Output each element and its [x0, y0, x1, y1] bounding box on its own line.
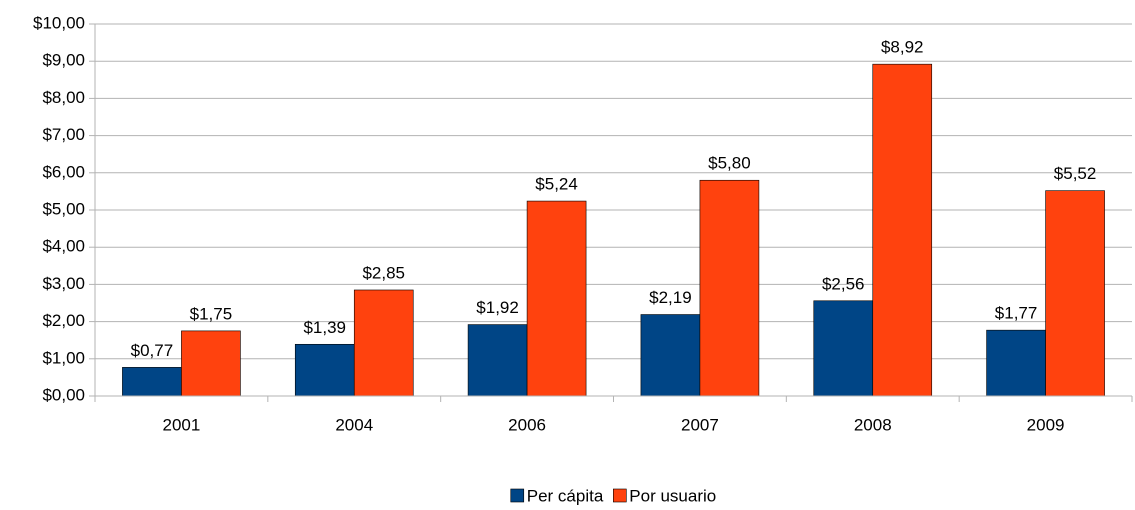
bar — [986, 329, 1046, 397]
data-label: $0,77 — [131, 341, 174, 360]
bar — [526, 200, 587, 397]
data-label: $1,77 — [995, 304, 1038, 323]
y-tick-label: $10,00 — [33, 13, 85, 32]
y-tick-label: $0,00 — [42, 385, 85, 404]
y-tick-label: $2,00 — [42, 311, 85, 330]
y-tick-label: $9,00 — [42, 51, 85, 70]
y-tick-label: $4,00 — [42, 237, 85, 256]
legend-swatch — [613, 488, 627, 503]
bar — [353, 289, 414, 397]
bar — [1045, 190, 1105, 397]
bar — [122, 367, 182, 397]
data-label: $8,92 — [881, 38, 924, 57]
data-label: $1,75 — [190, 304, 233, 323]
y-tick-label: $1,00 — [42, 348, 85, 367]
x-tick-label: 2004 — [335, 415, 373, 434]
legend-label: Por usuario — [629, 486, 716, 505]
data-label: $5,80 — [708, 154, 751, 173]
data-label: $2,56 — [822, 274, 865, 293]
y-tick-label: $5,00 — [42, 199, 85, 218]
legend: Per cápita Por usuario — [510, 486, 716, 505]
bar — [294, 343, 355, 397]
y-tick-label: $6,00 — [42, 162, 85, 181]
data-label: $5,24 — [535, 175, 578, 194]
data-label: $2,19 — [649, 288, 692, 307]
bar — [813, 300, 874, 397]
bar — [467, 324, 528, 397]
bar — [181, 330, 241, 397]
x-tick-label: 2009 — [1027, 415, 1065, 434]
data-label: $5,52 — [1054, 164, 1097, 183]
y-tick-label: $7,00 — [42, 125, 85, 144]
bar — [872, 63, 933, 397]
y-tick-label: $8,00 — [42, 88, 85, 107]
x-tick-label: 2001 — [163, 415, 201, 434]
legend-swatch — [510, 488, 525, 503]
data-label: $2,85 — [362, 263, 405, 282]
bar — [699, 179, 760, 397]
x-tick-label: 2006 — [508, 415, 546, 434]
y-tick-label: $3,00 — [42, 274, 85, 293]
data-label: $1,92 — [476, 298, 519, 317]
x-tick-label: 2007 — [681, 415, 719, 434]
x-tick-label: 2008 — [854, 415, 892, 434]
data-label: $1,39 — [303, 318, 346, 337]
bar — [640, 314, 701, 397]
legend-label: Per cápita — [527, 486, 604, 505]
